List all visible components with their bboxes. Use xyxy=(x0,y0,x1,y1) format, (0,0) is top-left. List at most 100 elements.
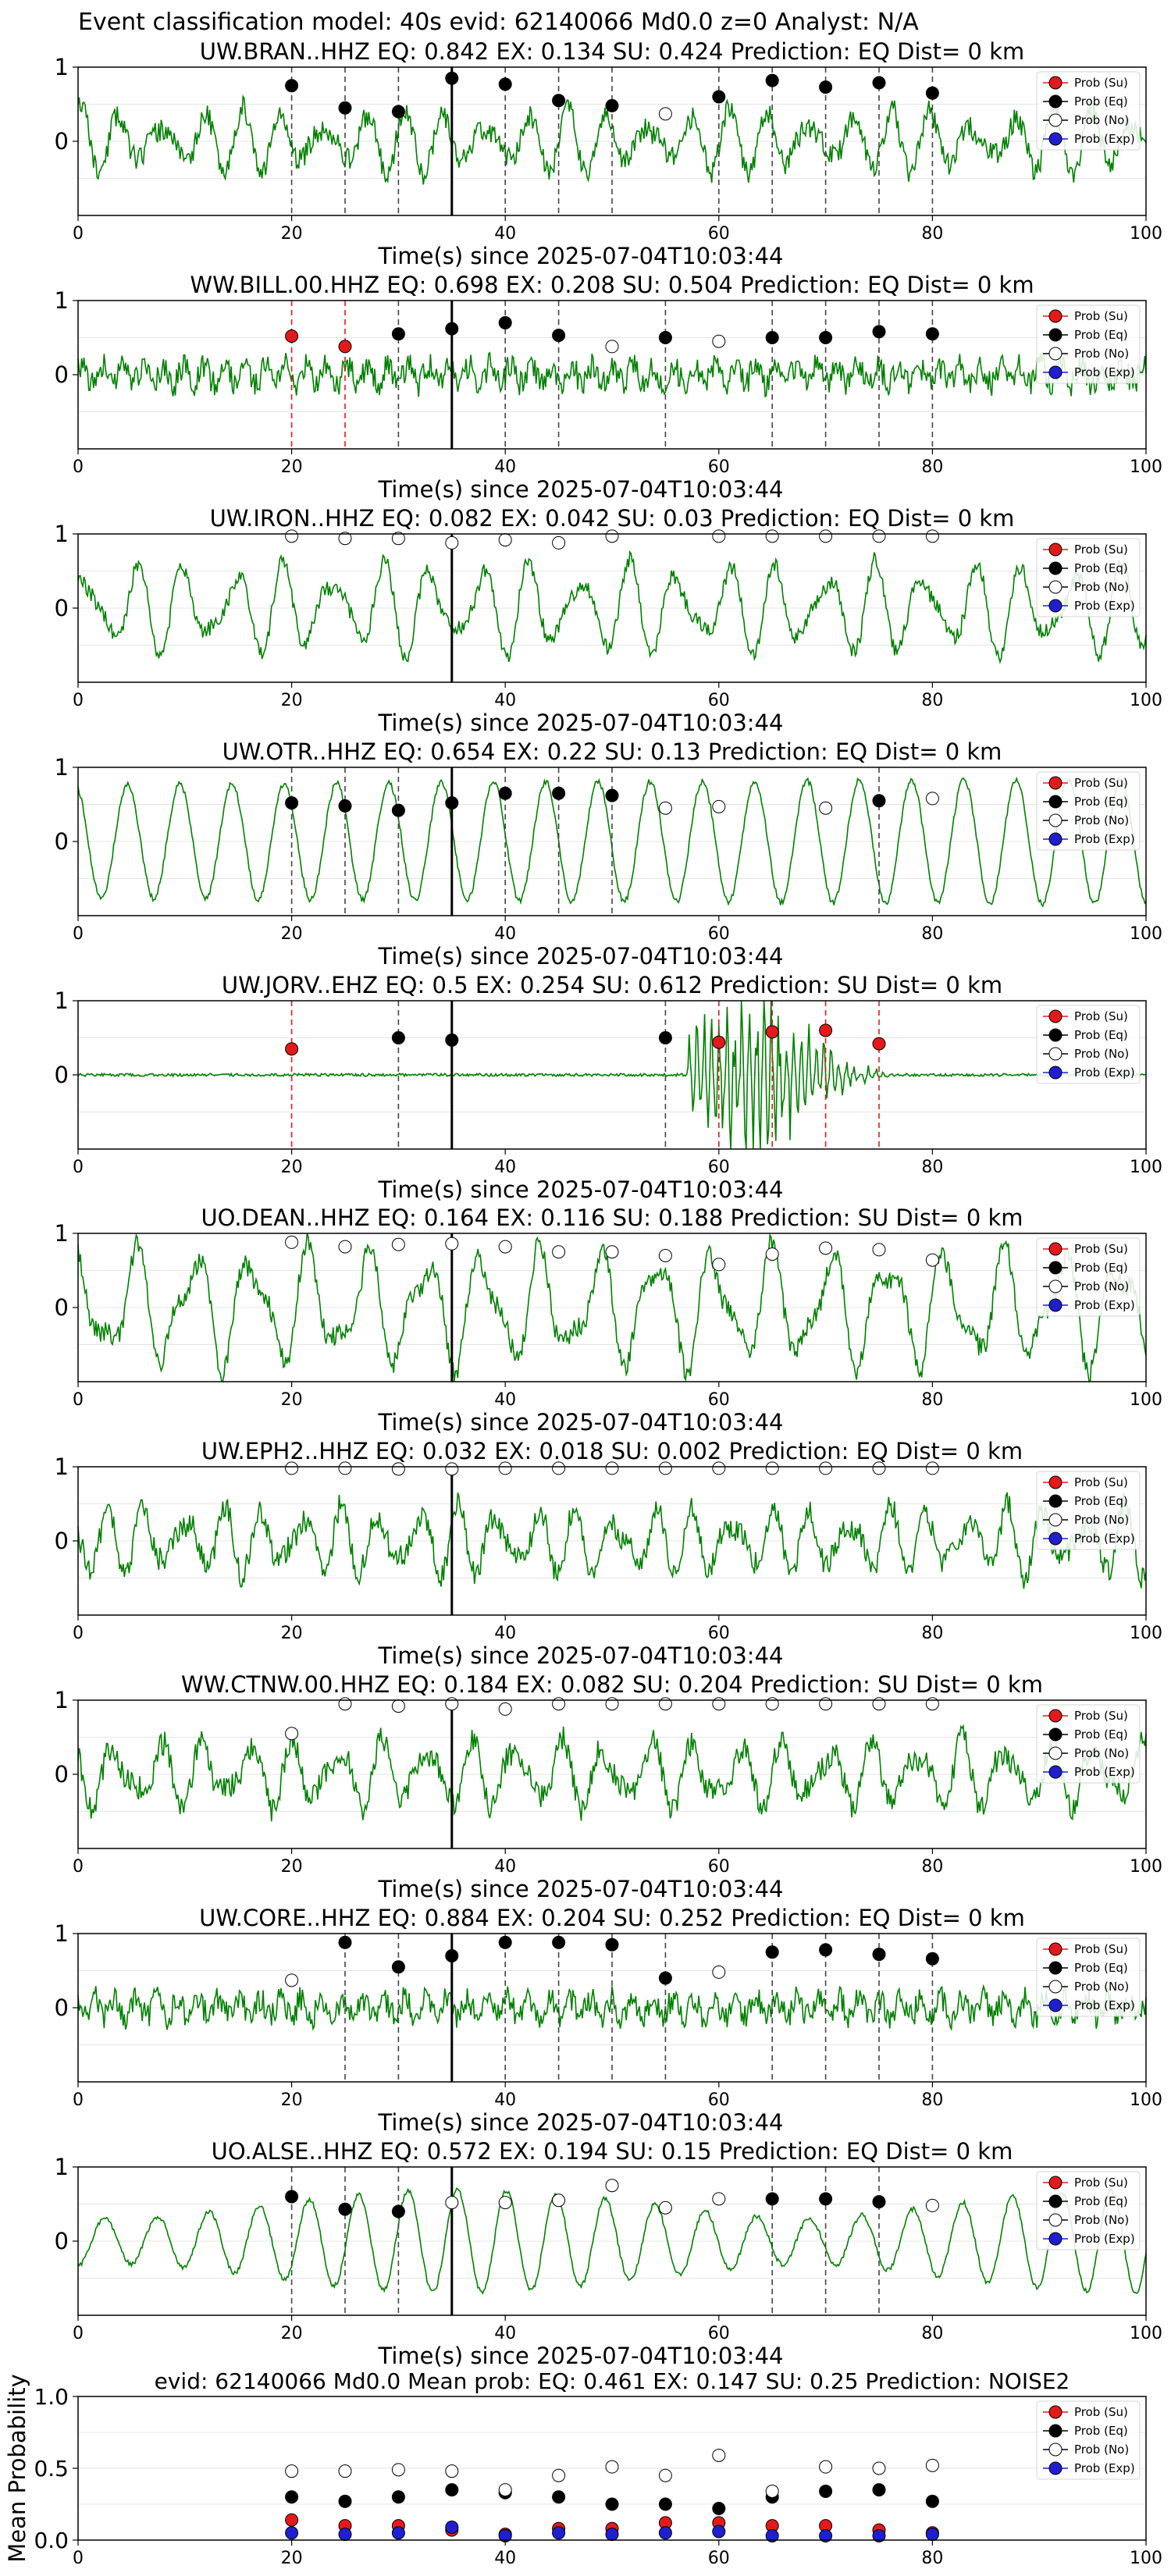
waveform-trace xyxy=(77,351,1147,398)
x-tick-label: 100 xyxy=(1130,1857,1162,1877)
x-tick-label: 80 xyxy=(921,224,943,244)
prob-marker-eq xyxy=(925,86,939,100)
legend-marker-eq xyxy=(1048,1727,1062,1742)
prob-marker-eq xyxy=(872,2195,886,2209)
x-tick-label: 0 xyxy=(73,2090,84,2110)
prob-marker-eq xyxy=(872,325,886,339)
prob-marker-no xyxy=(552,2194,566,2208)
mean-marker-exp xyxy=(658,2526,672,2540)
x-tick-label: 0 xyxy=(73,1390,84,1410)
panel-title: WW.CTNW.00.HHZ EQ: 0.184 EX: 0.082 SU: 0… xyxy=(181,1671,1043,1698)
legend-marker-eq xyxy=(1048,1261,1062,1275)
x-tick-label: 0 xyxy=(73,1158,84,1177)
x-tick-label: 20 xyxy=(281,691,303,710)
prob-marker-no xyxy=(605,1245,619,1259)
prob-marker-no xyxy=(498,1461,512,1475)
prob-marker-eq xyxy=(819,331,833,344)
legend-box xyxy=(1036,304,1141,384)
prob-marker-su xyxy=(765,1025,779,1039)
legend-marker-no xyxy=(1048,1513,1062,1527)
prob-marker-eq xyxy=(605,788,619,802)
legend-marker-no xyxy=(1048,813,1062,827)
x-tick-label: 20 xyxy=(281,224,303,244)
x-tick-label: 60 xyxy=(708,224,730,244)
prob-marker-eq xyxy=(445,796,459,810)
x-tick-label: 40 xyxy=(494,2090,516,2110)
legend-label-su: Prob (Su) xyxy=(1074,1242,1128,1256)
legend-marker-eq xyxy=(1048,1028,1062,1042)
prob-marker-su xyxy=(285,1042,299,1056)
x-tick-label: 80 xyxy=(921,457,943,477)
mean-marker-eq xyxy=(391,2490,405,2504)
x-tick-label: 20 xyxy=(281,1390,303,1410)
legend-label-su: Prob (Su) xyxy=(1074,1709,1128,1723)
x-tick-label: 20 xyxy=(281,924,303,944)
legend-marker-exp xyxy=(1048,1298,1062,1312)
x-tick-label: 40 xyxy=(494,924,516,944)
panel-6: UO.DEAN..HHZ EQ: 0.164 EX: 0.116 SU: 0.1… xyxy=(55,1204,1162,1436)
legend-label-eq: Prob (Eq) xyxy=(1074,561,1128,575)
prob-marker-no xyxy=(765,529,779,543)
mean-marker-eq xyxy=(605,2497,619,2511)
x-tick-label: 80 xyxy=(921,1158,943,1177)
legend-label-no: Prob (No) xyxy=(1074,2213,1129,2227)
x-axis-label: Time(s) since 2025-07-04T10:03:44 xyxy=(378,1642,784,1669)
prob-marker-no xyxy=(658,1697,672,1711)
x-tick-label: 100 xyxy=(1130,224,1162,244)
x-tick-label: 40 xyxy=(494,1390,516,1410)
prob-marker-eq xyxy=(445,1033,459,1047)
prob-marker-eq xyxy=(765,2192,779,2206)
legend-label-exp: Prob (Exp) xyxy=(1074,832,1135,846)
x-tick-label: 60 xyxy=(708,1624,730,1643)
x-tick-label: 100 xyxy=(1130,924,1162,944)
prob-marker-no xyxy=(338,1461,352,1475)
prob-marker-no xyxy=(391,532,405,546)
panel-title: evid: 62140066 Md0.0 Mean prob: EQ: 0.46… xyxy=(155,2368,1070,2394)
panel-4: UW.OTR..HHZ EQ: 0.654 EX: 0.22 SU: 0.13 … xyxy=(55,738,1162,970)
prob-marker-no xyxy=(445,1236,459,1251)
legend-marker-no xyxy=(1048,113,1062,127)
mean-marker-no xyxy=(391,2463,405,2477)
mean-marker-eq xyxy=(338,2494,352,2508)
legend-box xyxy=(1036,1937,1141,2017)
legend-label-eq: Prob (Eq) xyxy=(1074,1961,1128,1975)
mean-marker-exp xyxy=(765,2528,779,2542)
legend-box xyxy=(1036,71,1141,151)
mean-marker-eq xyxy=(819,2484,833,2498)
legend-marker-no xyxy=(1048,1279,1062,1293)
y-tick-label: 0 xyxy=(55,2228,69,2254)
legend-label-no: Prob (No) xyxy=(1074,113,1129,127)
prob-marker-eq xyxy=(872,794,886,808)
mean-marker-exp xyxy=(925,2528,939,2542)
legend-label-su: Prob (Su) xyxy=(1074,2405,1128,2419)
y-tick-label: 0 xyxy=(55,828,69,855)
mean-marker-exp xyxy=(552,2526,566,2540)
x-tick-label: 80 xyxy=(921,1390,943,1410)
x-tick-label: 100 xyxy=(1130,2090,1162,2110)
x-tick-label: 0 xyxy=(73,457,84,477)
prob-marker-no xyxy=(819,1697,833,1711)
legend-label-exp: Prob (Exp) xyxy=(1074,599,1135,613)
prob-marker-eq xyxy=(391,105,405,119)
prob-marker-eq xyxy=(765,1945,779,1959)
x-tick-label: 40 xyxy=(494,691,516,710)
x-axis-label: Time(s) since 2025-07-04T10:03:44 xyxy=(378,2109,784,2136)
panel-title: UO.DEAN..HHZ EQ: 0.164 EX: 0.116 SU: 0.1… xyxy=(201,1204,1023,1231)
x-tick-label: 80 xyxy=(921,1624,943,1643)
x-tick-label: 60 xyxy=(708,2324,730,2343)
x-tick-label: 40 xyxy=(494,2324,516,2343)
x-axis-label: Time(s) since 2025-07-04T10:03:44 xyxy=(378,943,784,970)
y-tick-label: 0 xyxy=(55,128,69,155)
prob-marker-eq xyxy=(391,2204,405,2218)
prob-marker-eq xyxy=(445,71,459,85)
prob-marker-no xyxy=(658,1249,672,1262)
x-tick-label: 40 xyxy=(494,1158,516,1177)
x-tick-label: 100 xyxy=(1130,691,1162,710)
y-tick-label: 0 xyxy=(55,1761,69,1788)
waveform-trace xyxy=(77,1984,1147,2031)
mean-marker-no xyxy=(338,2464,352,2478)
panel-title: WW.BILL.00.HHZ EQ: 0.698 EX: 0.208 SU: 0… xyxy=(190,272,1034,298)
legend-label-eq: Prob (Eq) xyxy=(1074,1261,1128,1275)
panel-title: UW.IRON..HHZ EQ: 0.082 EX: 0.042 SU: 0.0… xyxy=(210,505,1015,532)
